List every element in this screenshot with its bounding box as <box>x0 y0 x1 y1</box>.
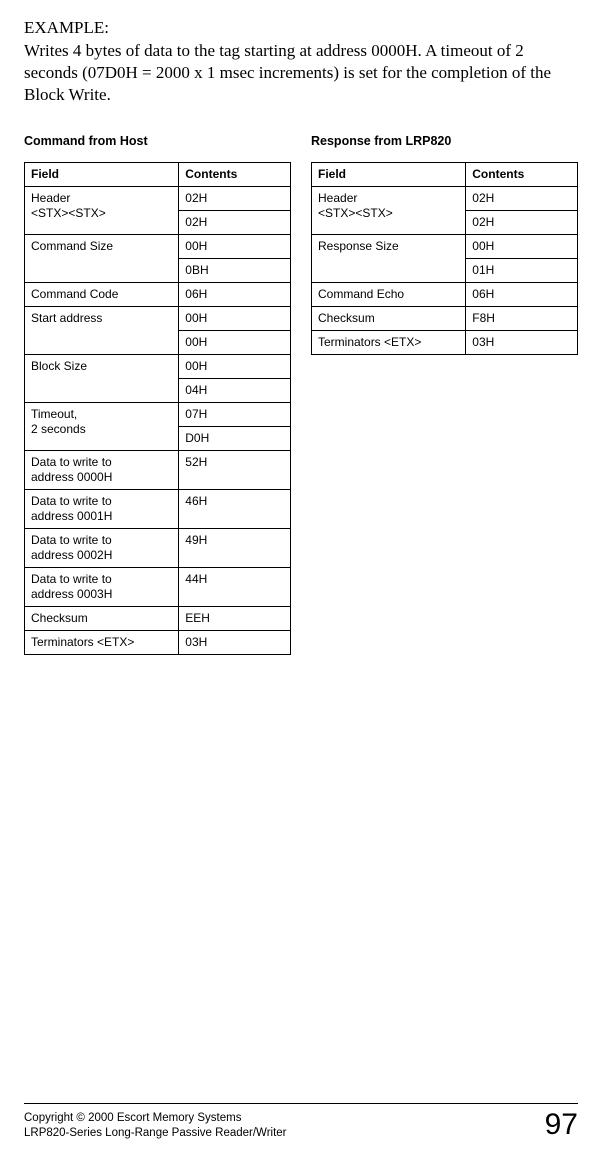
cell-field: Command Code <box>25 283 179 307</box>
cell-contents: F8H <box>466 307 578 331</box>
header-contents: Contents <box>466 163 578 187</box>
cell-contents: 00H <box>466 235 578 259</box>
cell-contents: 02H <box>179 211 291 235</box>
cell-field: Terminators <ETX> <box>25 631 179 655</box>
table-row: Command Code06H <box>25 283 291 307</box>
table-row: Command Size00H <box>25 235 291 259</box>
right-table-title: Response from LRP820 <box>311 134 578 148</box>
cell-field: Data to write toaddress 0003H <box>25 568 179 607</box>
cell-contents: 03H <box>466 331 578 355</box>
table-row: Data to write toaddress 0002H49H <box>25 529 291 568</box>
table-row: Command Echo06H <box>312 283 578 307</box>
table-row: Response Size00H <box>312 235 578 259</box>
table-row: Block Size00H <box>25 355 291 379</box>
cell-field: Command Size <box>25 235 179 283</box>
page-number: 97 <box>545 1108 578 1142</box>
table-row: Terminators <ETX>03H <box>312 331 578 355</box>
cell-field: Terminators <ETX> <box>312 331 466 355</box>
cell-field: Header<STX><STX> <box>25 187 179 235</box>
header-field: Field <box>25 163 179 187</box>
tables-columns: Command from Host Field Contents Header<… <box>24 134 578 655</box>
table-row: Data to write toaddress 0003H44H <box>25 568 291 607</box>
page-footer: Copyright © 2000 Escort Memory Systems L… <box>24 1103 578 1142</box>
cell-contents: 02H <box>179 187 291 211</box>
cell-field: Data to write toaddress 0002H <box>25 529 179 568</box>
table-row: ChecksumF8H <box>312 307 578 331</box>
cell-contents: 49H <box>179 529 291 568</box>
cell-contents: 02H <box>466 211 578 235</box>
table-row: Header<STX><STX>02H <box>25 187 291 211</box>
example-intro: EXAMPLE: Writes 4 bytes of data to the t… <box>24 18 578 106</box>
right-column: Response from LRP820 Field Contents Head… <box>311 134 578 355</box>
cell-field: Header<STX><STX> <box>312 187 466 235</box>
cell-contents: 00H <box>179 355 291 379</box>
cell-field: Start address <box>25 307 179 355</box>
table-row: Data to write toaddress 0000H52H <box>25 451 291 490</box>
cell-contents: 46H <box>179 490 291 529</box>
footer-text: Copyright © 2000 Escort Memory Systems L… <box>24 1111 287 1142</box>
cell-field: Response Size <box>312 235 466 283</box>
cell-field: Checksum <box>25 607 179 631</box>
table-header-row: Field Contents <box>25 163 291 187</box>
copyright-line: Copyright © 2000 Escort Memory Systems <box>24 1111 287 1127</box>
cell-contents: 01H <box>466 259 578 283</box>
example-label: EXAMPLE: <box>24 18 578 38</box>
example-text: Writes 4 bytes of data to the tag starti… <box>24 40 578 106</box>
cell-field: Command Echo <box>312 283 466 307</box>
cell-contents: 00H <box>179 307 291 331</box>
cell-contents: D0H <box>179 427 291 451</box>
cell-contents: 00H <box>179 235 291 259</box>
table-row: Timeout,2 seconds07H <box>25 403 291 427</box>
header-contents: Contents <box>179 163 291 187</box>
cell-contents: 06H <box>179 283 291 307</box>
cell-contents: 52H <box>179 451 291 490</box>
cell-contents: 07H <box>179 403 291 427</box>
left-table-title: Command from Host <box>24 134 291 148</box>
product-line: LRP820-Series Long-Range Passive Reader/… <box>24 1126 287 1142</box>
response-table: Field Contents Header<STX><STX>02H02HRes… <box>311 162 578 355</box>
table-row: Terminators <ETX>03H <box>25 631 291 655</box>
left-column: Command from Host Field Contents Header<… <box>24 134 291 655</box>
cell-contents: 03H <box>179 631 291 655</box>
table-row: ChecksumEEH <box>25 607 291 631</box>
cell-field: Data to write toaddress 0000H <box>25 451 179 490</box>
cell-field: Block Size <box>25 355 179 403</box>
cell-contents: 0BH <box>179 259 291 283</box>
cell-field: Timeout,2 seconds <box>25 403 179 451</box>
cell-contents: 02H <box>466 187 578 211</box>
cell-contents: 44H <box>179 568 291 607</box>
table-row: Header<STX><STX>02H <box>312 187 578 211</box>
cell-contents: EEH <box>179 607 291 631</box>
cell-field: Checksum <box>312 307 466 331</box>
cell-field: Data to write toaddress 0001H <box>25 490 179 529</box>
table-row: Data to write toaddress 0001H46H <box>25 490 291 529</box>
cell-contents: 06H <box>466 283 578 307</box>
header-field: Field <box>312 163 466 187</box>
cell-contents: 00H <box>179 331 291 355</box>
table-row: Start address00H <box>25 307 291 331</box>
command-table: Field Contents Header<STX><STX>02H02HCom… <box>24 162 291 655</box>
cell-contents: 04H <box>179 379 291 403</box>
table-header-row: Field Contents <box>312 163 578 187</box>
